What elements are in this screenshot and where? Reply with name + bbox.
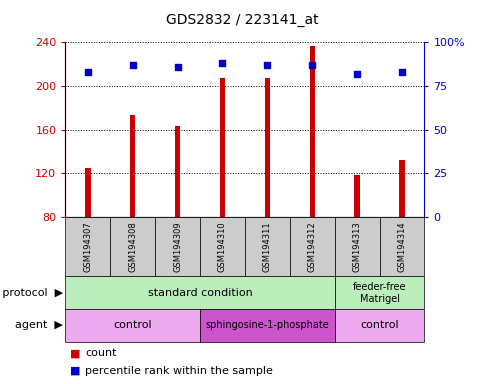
Bar [354, 175, 359, 217]
Text: GSM194314: GSM194314 [396, 222, 406, 272]
Text: control: control [113, 320, 152, 331]
Text: GDS2832 / 223141_at: GDS2832 / 223141_at [166, 13, 318, 27]
Bar [309, 46, 314, 217]
Text: GSM194308: GSM194308 [128, 221, 137, 272]
Text: ■: ■ [70, 366, 81, 376]
Bar [175, 126, 180, 217]
Text: feeder-free
Matrigel: feeder-free Matrigel [352, 282, 406, 304]
Bar [264, 78, 270, 217]
Text: agent  ▶: agent ▶ [15, 320, 63, 331]
Text: control: control [360, 320, 398, 331]
Point [84, 69, 91, 75]
Bar [398, 160, 404, 217]
Text: GSM194309: GSM194309 [173, 222, 182, 272]
Text: GSM194307: GSM194307 [83, 221, 92, 272]
Point [397, 69, 405, 75]
Point [263, 62, 271, 68]
Text: count: count [85, 348, 116, 358]
Text: GSM194310: GSM194310 [217, 222, 227, 272]
Bar [130, 116, 135, 217]
Point [173, 64, 181, 70]
Text: ■: ■ [70, 348, 81, 358]
Text: GSM194311: GSM194311 [262, 222, 272, 272]
Text: GSM194312: GSM194312 [307, 222, 316, 272]
Point [218, 60, 226, 66]
Text: growth protocol  ▶: growth protocol ▶ [0, 288, 63, 298]
Text: GSM194313: GSM194313 [352, 221, 361, 272]
Text: sphingosine-1-phosphate: sphingosine-1-phosphate [205, 320, 329, 331]
Point [129, 62, 136, 68]
Point [308, 62, 316, 68]
Bar [219, 78, 225, 217]
Text: standard condition: standard condition [148, 288, 252, 298]
Text: percentile rank within the sample: percentile rank within the sample [85, 366, 272, 376]
Bar [85, 168, 91, 217]
Point [352, 71, 360, 77]
